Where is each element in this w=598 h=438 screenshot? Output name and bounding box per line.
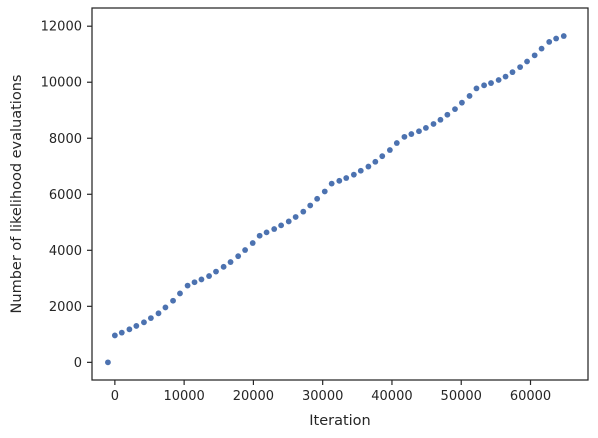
data-point: [416, 128, 422, 135]
y-tick-label: 8000: [49, 132, 82, 147]
y-tick-label: 6000: [49, 188, 82, 203]
data-point: [242, 247, 248, 253]
data-point: [343, 175, 350, 181]
y-tick-label: 10000: [41, 76, 82, 91]
data-point: [235, 253, 242, 260]
data-point: [256, 232, 263, 239]
data-point: [546, 38, 553, 45]
x-axis-label: Iteration: [309, 413, 371, 429]
plot-area: [91, 7, 589, 381]
data-point: [141, 319, 147, 326]
x-tick-label: 30000: [302, 389, 343, 404]
data-point: [227, 259, 234, 265]
data-point: [314, 195, 321, 202]
x-tick-label: 60000: [510, 389, 551, 404]
data-point: [488, 80, 494, 86]
data-point: [408, 131, 415, 137]
data-point: [198, 276, 205, 283]
data-point: [473, 85, 480, 92]
data-point: [517, 64, 524, 71]
data-point: [444, 111, 451, 118]
data-point: [372, 158, 379, 165]
data-point: [285, 218, 292, 225]
data-point: [430, 121, 437, 127]
data-point: [495, 77, 502, 83]
data-point: [328, 180, 335, 187]
data-point: [155, 310, 162, 317]
data-point: [422, 124, 429, 131]
data-point: [300, 208, 307, 215]
data-point: [271, 226, 278, 232]
data-point: [191, 279, 198, 286]
data-point: [452, 106, 458, 113]
data-point: [524, 58, 530, 65]
data-point: [220, 263, 227, 270]
y-tick-label: 0: [74, 356, 82, 371]
x-axis-ticks: 0 10000 20000 30000 40000 50000 60000: [111, 380, 551, 404]
x-tick-label: 50000: [441, 389, 482, 404]
data-point: [118, 329, 125, 336]
y-axis-ticks: 0 2000 4000 6000 8000 10000 12000: [41, 20, 92, 371]
data-point: [393, 140, 400, 146]
data-point: [170, 297, 176, 304]
data-point: [177, 290, 183, 297]
data-point: [357, 167, 364, 174]
data-point: [502, 73, 509, 80]
data-point: [350, 171, 357, 178]
data-point: [437, 116, 444, 123]
data-point: [278, 222, 285, 229]
data-point: [321, 188, 328, 195]
data-point: [213, 268, 219, 275]
data-point: [147, 315, 154, 321]
data-point: [133, 323, 140, 329]
data-point: [111, 332, 118, 339]
data-point: [184, 282, 191, 289]
x-tick-label: 40000: [371, 389, 412, 404]
y-axis-label: Number of likelihood evaluations: [9, 75, 25, 314]
data-point: [263, 229, 270, 236]
data-points: [105, 33, 567, 366]
data-point: [509, 69, 516, 76]
data-point: [459, 99, 465, 106]
data-point: [105, 359, 111, 366]
data-point: [162, 304, 169, 311]
y-tick-label: 4000: [49, 244, 82, 259]
y-tick-label: 12000: [41, 20, 82, 35]
x-tick-label: 20000: [233, 389, 274, 404]
data-point: [365, 163, 372, 170]
data-point: [553, 35, 560, 42]
data-point: [307, 202, 314, 209]
data-point: [466, 93, 473, 99]
data-point: [126, 326, 133, 333]
data-point: [531, 52, 538, 59]
y-tick-label: 2000: [49, 300, 82, 315]
data-point: [401, 133, 408, 140]
data-point: [538, 45, 545, 52]
data-point: [206, 273, 212, 279]
data-point: [379, 153, 386, 160]
data-point: [386, 147, 393, 153]
x-tick-label: 0: [111, 389, 119, 404]
data-point: [481, 82, 487, 89]
data-point: [336, 177, 343, 184]
x-tick-label: 10000: [163, 389, 204, 404]
data-point: [560, 33, 567, 39]
data-point: [292, 214, 299, 220]
data-point: [249, 240, 256, 246]
